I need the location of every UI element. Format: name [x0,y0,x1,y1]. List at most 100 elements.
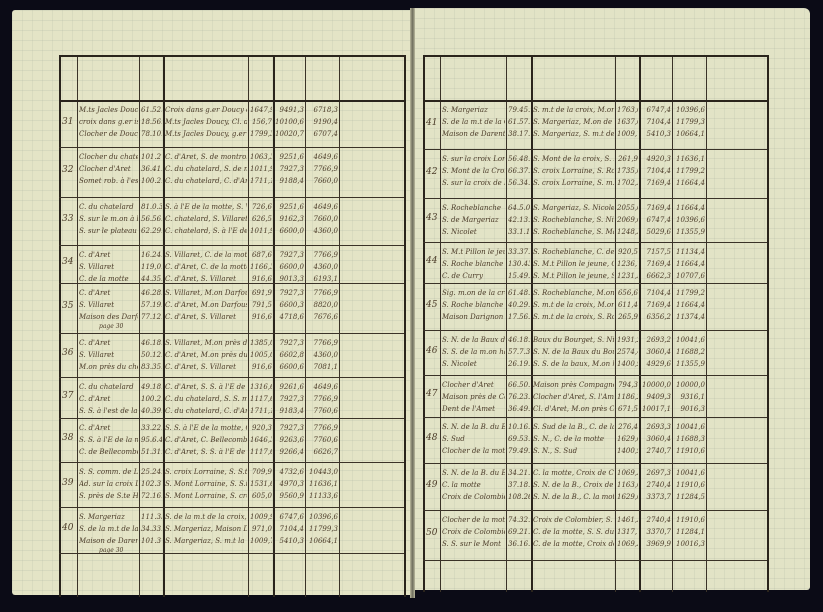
row-number: 46 [426,345,438,356]
station-name: S. Villaret [79,351,115,359]
row-number: 45 [426,299,438,310]
angle-value: 100.21.40 [141,395,162,403]
distance-value: 726,6 [251,203,272,211]
distance-value: 7660,0 [313,177,339,185]
distance-value: 605,0 [251,492,272,500]
distance-value: 4649,6 [313,153,339,161]
distance-value: 920,3 [251,424,272,432]
station-pair: C. d'Aret, S. Villaret [165,363,236,371]
distance-value: 11355,9 [676,360,705,368]
station-name: C. d'Aret [79,424,111,432]
distance-value: 10707,6 [676,272,705,280]
angle-value: 18.56.10 [141,118,162,126]
station-pair: C. du chatelard, C. d'Aret [165,177,247,185]
column-rule [163,55,165,597]
distance-value: 1069,3 [617,469,638,477]
distance-value: 2574,4 [617,348,638,356]
station-name: M.ts Jacles Doucy [79,106,138,114]
distance-value: 10017,1 [642,405,671,413]
angle-value: 76.23.0 [508,393,530,401]
distance-value: 7157,5 [646,248,672,256]
station-pair: S. Mont Lorraine, S. S.te Helene [165,480,247,488]
angle-value: 78.10.50 [141,130,162,138]
angle-value: 79.45.10 [508,106,530,114]
station-pair: S. m.t de la croix, S. Rocheblanche [533,313,614,321]
angle-value: 51.31.30 [141,448,162,456]
angle-value: 46.18.30 [508,336,530,344]
angle-value: 101.27.40 [141,153,162,161]
station-name: S. près de S.te Helene [79,492,138,500]
column-rule [248,55,249,597]
distance-value: 1702,5 [617,179,638,187]
angle-value: 33.1.10 [508,228,530,236]
distance-value: 11374,4 [676,313,705,321]
station-pair: S. m.t de la croix, M.on de Darent [533,106,614,114]
row-rule [423,198,767,199]
distance-value: 10443,0 [309,468,338,476]
distance-value: 1711,1 [250,407,272,415]
distance-value: 2697,3 [646,469,672,477]
distance-value: 6193,1 [313,275,339,283]
distance-value: 656,6 [617,289,638,297]
station-pair: S. à l'E de la motte, S. Villaret [165,203,247,211]
column-rule [59,55,61,597]
angle-value: 74.32.0 [508,516,530,524]
distance-value: 4360,0 [313,227,339,235]
distance-value: 1461,3 [617,516,638,524]
distance-value: 1236,7 [617,260,638,268]
angle-value: 56.56.20 [141,215,162,223]
station-pair: S. Villaret, M.on près du chemin [165,339,247,347]
station-pair: S. Sud de la B., C. de la motte [533,423,614,431]
distance-value: 7660,0 [313,215,339,223]
distance-value: 6626,7 [313,448,339,456]
station-pair: Croix dans g.er Doucy dans bas, Cl. de D… [165,106,247,114]
station-pair: S. Rocheblanche, S. Margeriaz [533,228,614,236]
distance-value: 1799,3 [250,130,272,138]
angle-value: 81.0.30 [141,203,162,211]
table-top-rule [423,55,767,57]
angle-value: 57.7.30 [508,348,530,356]
distance-value: 9560,9 [279,492,305,500]
row-rule [59,377,404,378]
distance-value: 1400,9 [617,447,638,455]
column-rule [423,55,425,592]
distance-value: 10041,6 [676,469,705,477]
row-rule [59,245,404,246]
station-name: Clocher du chatelard [79,153,138,161]
distance-value: 9263,6 [279,436,305,444]
distance-value: 7766,9 [313,251,339,259]
distance-value: 1069,3 [617,540,638,548]
station-pair: S. croix Lorraine, S. m.t la croix [533,179,614,187]
distance-value: 9316,1 [680,393,706,401]
angle-value: 61.52.20 [141,106,162,114]
station-name: S. Villaret [79,301,115,309]
column-rule [404,55,406,597]
distance-value: 1317,7 [617,528,638,536]
distance-value: 4360,0 [313,351,339,359]
distance-value: 1711,1 [250,177,272,185]
angle-value: 10.16.40 [508,423,530,431]
station-name: S. sur le m.on à l'E de la motte [79,215,138,223]
angle-value: 108.26.30 [508,493,530,501]
distance-value: 9409,3 [646,393,672,401]
row-number: 31 [62,116,74,127]
distance-value: 11636,1 [309,480,338,488]
station-pair: S. Margeriaz, M.on de Darent [533,118,614,126]
distance-value: 7766,9 [313,395,339,403]
station-pair: S. Margeriaz, S. m.t de la croix [533,130,614,138]
distance-value: 5410,3 [279,537,305,545]
distance-value: 10396,6 [309,513,338,521]
distance-value: 1646,3 [250,436,272,444]
row-number: 44 [426,255,438,266]
distance-value: 7104,4 [646,167,672,175]
distance-value: 1763,6 [617,106,638,114]
station-pair: S. de la m.t de la croix, Maison de Dare… [165,513,247,521]
station-name: Somet rob. à l'est de la motte [79,177,138,185]
distance-value: 4649,6 [313,203,339,211]
row-rule [59,197,404,198]
station-name: S. de Margeriaz [442,216,499,224]
distance-value: 2693,2 [646,336,672,344]
station-pair: S. Villaret, C. de la motte [165,251,247,259]
distance-value: 7760,6 [313,407,339,415]
distance-value: 1117,6 [250,395,272,403]
